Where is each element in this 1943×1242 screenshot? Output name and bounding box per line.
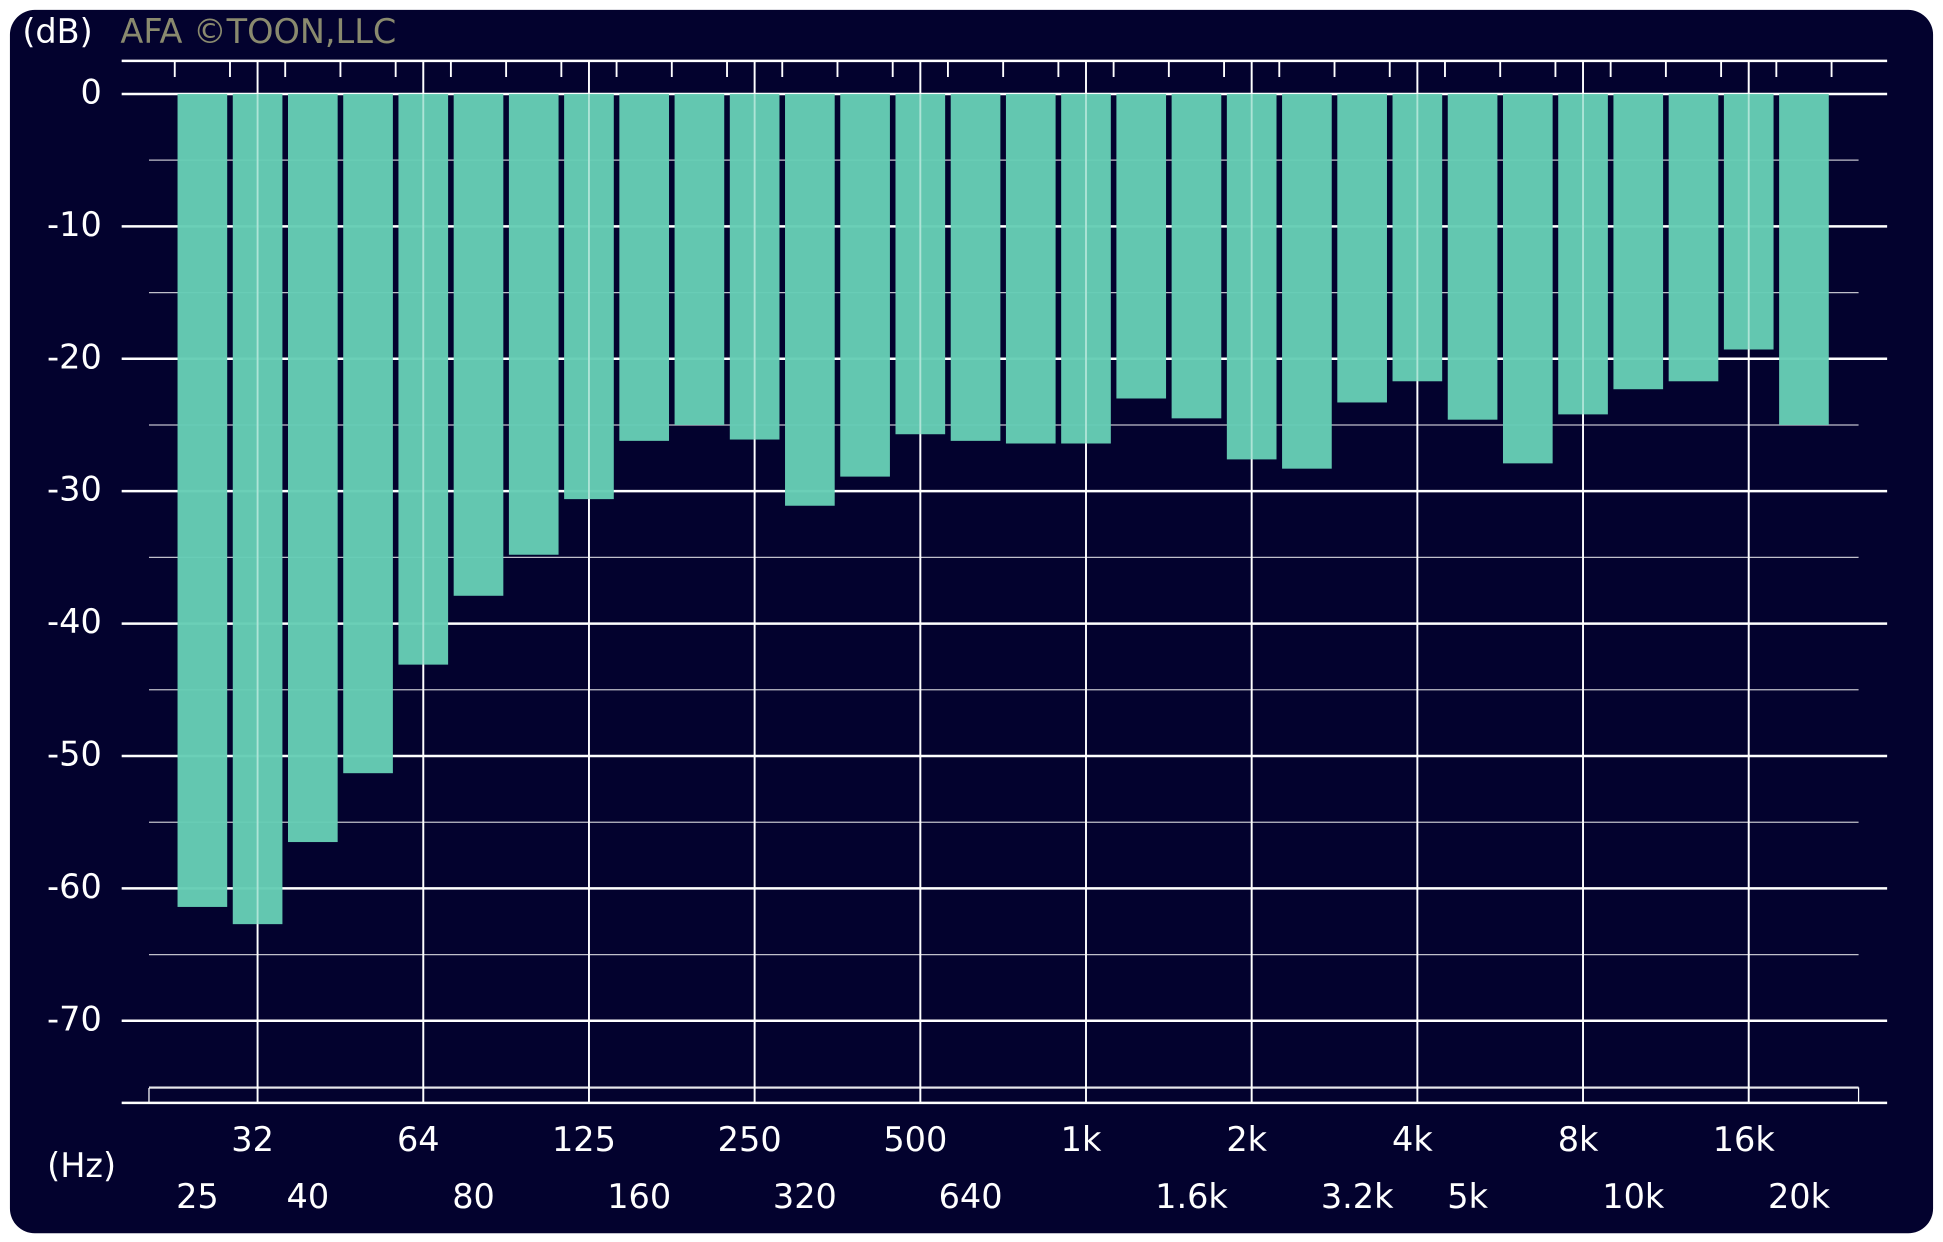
bar bbox=[1171, 93, 1222, 419]
y-tick-label: -70 bbox=[47, 999, 102, 1038]
x-tick-label: 2k bbox=[1226, 1120, 1267, 1159]
x-tick-label: 40 bbox=[287, 1177, 330, 1216]
bar bbox=[1116, 93, 1167, 399]
y-tick-label: -10 bbox=[47, 205, 102, 244]
x-tick-label: 4k bbox=[1392, 1120, 1433, 1159]
x-tick-label: 20k bbox=[1768, 1177, 1831, 1216]
x-tick-label: 160 bbox=[607, 1177, 671, 1216]
bar bbox=[1061, 93, 1111, 444]
x-tick-label: 500 bbox=[883, 1120, 947, 1159]
bar bbox=[1502, 93, 1553, 464]
x-tick-label: 250 bbox=[718, 1120, 782, 1159]
x-tick-label: 320 bbox=[773, 1177, 837, 1216]
bar bbox=[1613, 93, 1664, 390]
bar bbox=[1723, 93, 1774, 350]
x-tick-label: 125 bbox=[552, 1120, 616, 1159]
x-tick-label: 1k bbox=[1061, 1120, 1102, 1159]
bar bbox=[785, 93, 835, 506]
x-tick-label: 8k bbox=[1558, 1120, 1599, 1159]
bottom-bracket bbox=[148, 1087, 1860, 1103]
bar bbox=[1558, 93, 1608, 415]
y-tick-label: -20 bbox=[47, 337, 102, 376]
bar bbox=[343, 93, 393, 774]
y-unit-label: (dB) bbox=[22, 12, 92, 51]
bar bbox=[287, 93, 338, 843]
x-tick-label: 3.2k bbox=[1321, 1177, 1394, 1216]
bar bbox=[840, 93, 890, 477]
bar bbox=[453, 93, 504, 596]
x-tick-label: 1.6k bbox=[1155, 1177, 1228, 1216]
bar bbox=[1226, 93, 1277, 460]
bar bbox=[619, 93, 670, 441]
bar bbox=[1005, 93, 1056, 444]
bar bbox=[1282, 93, 1332, 469]
x-tick-label: 10k bbox=[1602, 1177, 1665, 1216]
bar bbox=[729, 93, 780, 440]
y-tick-label: -50 bbox=[47, 734, 102, 773]
x-tick-label: 80 bbox=[452, 1177, 495, 1216]
x-unit-label: (Hz) bbox=[47, 1146, 116, 1185]
bar bbox=[1337, 93, 1387, 403]
bar bbox=[950, 93, 1001, 441]
bar bbox=[1779, 93, 1829, 425]
y-tick-label: 0 bbox=[80, 72, 101, 111]
bar bbox=[177, 93, 228, 907]
bar bbox=[398, 93, 449, 665]
y-tick-label: -30 bbox=[47, 470, 102, 509]
bar bbox=[895, 93, 946, 435]
x-tick-label: 16k bbox=[1713, 1120, 1776, 1159]
bar bbox=[1392, 93, 1443, 382]
x-tick-label: 32 bbox=[231, 1120, 274, 1159]
x-tick-label: 25 bbox=[176, 1177, 219, 1216]
bar bbox=[564, 93, 614, 500]
watermark: AFA ©TOON,LLC bbox=[120, 12, 396, 51]
y-tick-label: -60 bbox=[47, 867, 102, 906]
bar bbox=[1447, 93, 1498, 420]
bar bbox=[508, 93, 559, 555]
bar bbox=[232, 93, 283, 925]
x-tick-label: 640 bbox=[939, 1177, 1003, 1216]
bar bbox=[1668, 93, 1719, 382]
bar bbox=[674, 93, 725, 425]
x-tick-label: 5k bbox=[1447, 1177, 1488, 1216]
x-tick-label: 64 bbox=[397, 1120, 440, 1159]
y-tick-label: -40 bbox=[47, 602, 102, 641]
